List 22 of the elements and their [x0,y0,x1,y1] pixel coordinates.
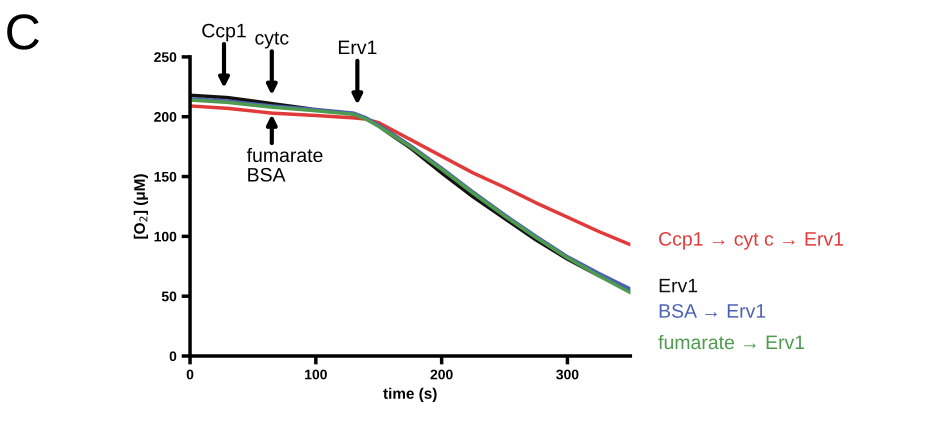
annotation: Erv1 [338,40,376,54]
x-tick-label: 0 [186,370,194,380]
y-tick-label: 50 [162,292,176,302]
series-label: Ccp1 → cyt c → Erv1 [659,232,844,250]
y-tick-label: 100 [154,232,176,242]
annotation: cytc [255,32,289,49]
y-tick-label: 250 [154,52,176,62]
annotation: fumarate BSA [246,148,323,182]
text: fumarate → Erv1 [658,334,804,350]
y-tick-label: 0 [170,351,176,362]
series-label: BSA → Erv1 [660,304,766,318]
x-tick-label: 100 [305,370,327,380]
series-label: Erv1 [660,278,698,292]
text: C [7,14,39,50]
x-tick-label: 300 [556,370,578,380]
y-tick-label: 200 [154,112,176,122]
x-axis-title: time (s) [383,388,437,402]
annotation: Ccp1 [202,24,246,42]
x-tick-label: 200 [430,370,453,380]
line-series [190,104,630,246]
y-axis-title: [O$_{2}$] (μM) [134,174,148,239]
y-tick-label: 150 [154,172,176,182]
